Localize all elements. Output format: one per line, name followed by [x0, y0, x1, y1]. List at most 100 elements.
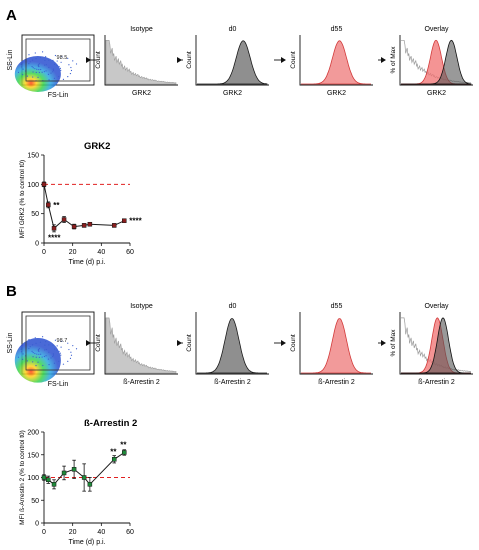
event-dot: [21, 73, 24, 76]
chart-title: ß-Arrestin 2: [84, 418, 137, 429]
event-dot: [37, 76, 39, 78]
event-dot: [39, 341, 42, 343]
event-dot: [9, 349, 11, 351]
event-dot: [53, 348, 56, 350]
event-dot: [62, 363, 65, 365]
x-tick-label: 60: [126, 529, 134, 536]
event-dot: [37, 64, 40, 66]
histogram-axes: [104, 35, 178, 86]
data-point: [46, 477, 51, 483]
histogram-title: d55: [331, 26, 343, 33]
event-dot: [58, 75, 60, 78]
event-dot: [62, 78, 65, 80]
event-dot: [60, 69, 62, 71]
event-dot: [22, 353, 24, 355]
significance-label: ****: [129, 217, 142, 226]
y-tick-label: 0: [35, 521, 39, 528]
event-dot: [68, 348, 70, 351]
event-dot: [17, 356, 20, 358]
flow-arrow: [86, 340, 97, 346]
event-dot: [32, 76, 34, 78]
histogram-title: Overlay: [424, 303, 449, 310]
event-dot: [36, 353, 38, 355]
event-dot: [31, 350, 33, 352]
event-dot: [31, 344, 34, 346]
gate-xlabel: FS-Lin: [48, 92, 69, 99]
histogram-ylabel: Count: [186, 334, 193, 352]
event-dot: [70, 354, 73, 356]
event-dot: [38, 350, 40, 352]
line-chart-1: ß-Arrestin 2 0 50 100 150 200 0 20 40 60 Time (d) …: [19, 418, 137, 546]
data-point: [111, 223, 117, 228]
event-dot: [48, 59, 50, 61]
event-dot: [38, 63, 40, 65]
event-dot: [39, 56, 42, 59]
event-dot: [69, 72, 72, 75]
arrow-head: [86, 340, 91, 346]
event-dot: [38, 347, 40, 350]
arrow-head: [177, 340, 182, 346]
event-dot: [68, 64, 70, 66]
event-dot: [38, 68, 40, 71]
x-tick-label: 20: [69, 529, 77, 536]
event-dot: [34, 337, 36, 339]
data-point: [122, 218, 127, 223]
event-dot: [28, 54, 30, 56]
histogram-distribution: [197, 318, 267, 374]
event-dot: [42, 364, 44, 367]
event-dot: [60, 61, 62, 63]
event-dot: [26, 360, 29, 362]
data-point: [51, 482, 57, 487]
event-dot: [48, 66, 50, 69]
event-dot: [50, 357, 52, 359]
event-dot: [35, 365, 37, 367]
event-dot: [70, 351, 72, 353]
event-dot: [29, 61, 31, 63]
x-tick-label: 20: [69, 249, 77, 256]
data-point: [41, 182, 47, 187]
event-dot: [44, 349, 46, 351]
event-dot: [72, 60, 74, 62]
histogram-3: Overlay GRK2 % of Max: [390, 26, 473, 97]
event-dot: [36, 68, 38, 70]
event-dot: [48, 351, 50, 353]
event-dot: [52, 59, 54, 61]
event-dot: [54, 54, 57, 57]
event-dot: [72, 345, 74, 347]
event-dot: [43, 355, 45, 358]
histogram-axes: [299, 35, 373, 86]
gate-plot: 98.5 SS-Lin FS-Lin: [7, 34, 95, 99]
event-dot: [20, 66, 23, 68]
x-tick-label: 60: [126, 249, 134, 256]
event-dot: [54, 339, 57, 341]
event-dot: [40, 68, 42, 71]
histogram-3: Overlay ß-Arrestin 2 % of Max: [390, 303, 473, 386]
x-axis-label: Time (d) p.i.: [68, 539, 105, 546]
histogram-axes: [104, 312, 178, 375]
event-dot: [48, 364, 50, 366]
event-dot: [34, 52, 36, 54]
event-dot: [56, 64, 58, 66]
event-dot: [9, 64, 11, 66]
x-tick-label: 0: [42, 249, 46, 256]
y-axis-label: MFI ß-Arrestin 2 (% to control t0): [19, 430, 26, 525]
significance-label: **: [120, 440, 127, 449]
histogram-1: d0 ß-Arrestin 2 Count: [186, 303, 269, 386]
arrow-head: [381, 57, 386, 63]
histogram-ylabel: Count: [290, 51, 297, 69]
event-dot: [21, 61, 23, 63]
event-dot: [43, 71, 45, 73]
event-dot: [52, 69, 55, 72]
histogram-axes: [195, 312, 269, 375]
event-dot: [75, 348, 78, 350]
event-dot: [58, 350, 60, 353]
data-point: [61, 217, 67, 222]
data-point: [81, 223, 87, 228]
event-dot: [17, 71, 20, 74]
event-dot: [70, 66, 72, 69]
histogram-xlabel: ß-Arrestin 2: [418, 379, 455, 386]
event-dot: [56, 345, 58, 347]
overlay-d0: [401, 39, 472, 85]
event-dot: [32, 67, 34, 69]
